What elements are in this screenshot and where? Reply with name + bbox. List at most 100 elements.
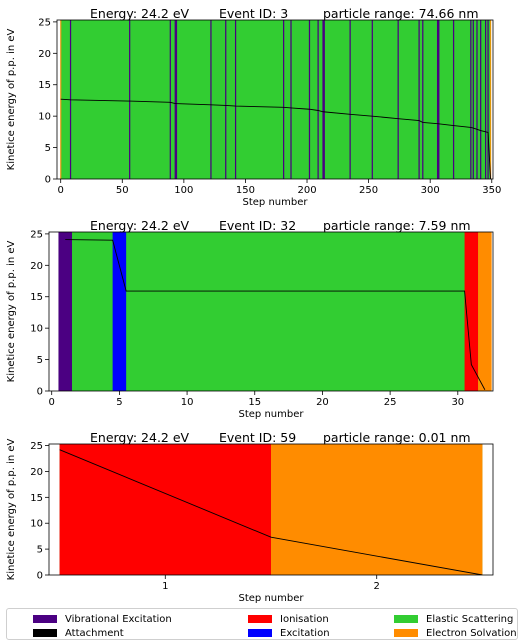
bar-vibrational-excitation (418, 20, 420, 179)
chart-panel-1: 0 50 100 150 200 250 300 350 0 5 10 15 20 25 Step numb… (6, 6, 501, 208)
axes-frame (56, 19, 494, 180)
x-tick-label: 300 (421, 185, 440, 196)
bar-vibrational-excitation (234, 20, 237, 179)
bar-vibrational-excitation (476, 20, 478, 179)
x-axis-label: Step number (239, 409, 305, 420)
y-tick-label: 5 (37, 355, 43, 366)
x-tick-label: 0 (49, 397, 55, 408)
legend-label: Attachment (65, 627, 124, 639)
bar-vibrational-excitation (169, 20, 171, 179)
chart-panel-2: 0 5 10 15 20 25 30 0 5 10 15 20 25 Step number Kinetic… (6, 218, 494, 420)
x-tick-label: 15 (248, 397, 261, 408)
y-tick-label: 25 (38, 17, 51, 28)
legend: Vibrational Excitation Ionisation Elasti… (6, 608, 518, 640)
y-tick-label: 10 (38, 112, 51, 123)
x-tick-label: 30 (451, 397, 464, 408)
bar-elastic-scattering (60, 20, 491, 179)
bar-vibrational-excitation (472, 20, 474, 179)
chart-title-part: Energy: 24.2 eV (90, 6, 190, 21)
legend-item-elastic-scattering: Elastic Scattering (394, 612, 513, 626)
chart-title-part: particle range: 7.59 nm (323, 218, 471, 233)
legend-label: Ionisation (280, 613, 329, 625)
legend-swatch-ionisation (248, 615, 272, 623)
bar-electron-solvation (490, 20, 492, 179)
bar-vibrational-excitation (470, 20, 472, 179)
y-tick-label: 15 (30, 493, 43, 504)
bar-vibrational-excitation (371, 20, 373, 179)
bar-vibrational-excitation (436, 20, 440, 179)
bar-vibrational-excitation (129, 20, 131, 179)
y-tick-label: 5 (45, 143, 51, 154)
x-tick-label: 25 (384, 397, 397, 408)
y-tick-label: 20 (30, 467, 43, 478)
y-tick-label: 10 (30, 519, 43, 530)
y-tick-label: 10 (30, 324, 43, 335)
chart-title-part: particle range: 74.66 nm (323, 6, 479, 21)
bar-vibrational-excitation (422, 20, 424, 179)
y-tick-label: 5 (37, 545, 43, 556)
x-axis-label: Step number (243, 197, 309, 208)
bar-vibrational-excitation (484, 20, 487, 179)
legend-item-electron-solvation: Electron Solvation (394, 626, 517, 640)
bar-vibrational-excitation (322, 20, 325, 179)
chart-title-part: Energy: 24.2 eV (90, 430, 190, 445)
chart-title-part: Event ID: 3 (219, 6, 288, 21)
x-tick-label: 50 (116, 185, 129, 196)
y-tick-label: 15 (38, 80, 51, 91)
plot-area (59, 444, 483, 575)
energy-line (60, 98, 491, 179)
y-tick-label: 15 (30, 292, 43, 303)
x-tick-label: 200 (297, 185, 316, 196)
x-tick-label: 5 (116, 397, 122, 408)
y-axis-label: Kinetice energy of p.p. in eV (6, 28, 17, 170)
bar-ionisation (59, 444, 272, 575)
x-tick-label: 1 (162, 581, 168, 592)
chart-title-part: Energy: 24.2 eV (90, 218, 190, 233)
y-tick-label: 20 (30, 261, 43, 272)
x-tick-label: 0 (58, 185, 64, 196)
axes-frame (48, 443, 494, 576)
bar-vibrational-excitation (480, 20, 482, 179)
bar-vibrational-excitation (317, 20, 319, 179)
x-tick-label: 350 (482, 185, 501, 196)
plot-area (60, 20, 492, 179)
legend-swatch-elastic-scattering (394, 615, 418, 623)
bar-elastic-scattering (58, 232, 485, 391)
energy-line (65, 239, 486, 390)
y-tick-label: 20 (38, 49, 51, 60)
bar-vibrational-excitation (452, 20, 455, 179)
chart-title-part: particle range: 0.01 nm (323, 430, 471, 445)
legend-item-vibrational-excitation: Vibrational Excitation (33, 612, 172, 626)
bar-excitation (112, 232, 127, 391)
x-tick-label: 10 (181, 397, 194, 408)
bar-vibrational-excitation (290, 20, 292, 179)
bar-vibrational-excitation (225, 20, 227, 179)
legend-label: Elastic Scattering (426, 613, 514, 625)
legend-label: Electron Solvation (426, 627, 517, 639)
x-tick-label: 20 (316, 397, 329, 408)
x-tick-label: 100 (174, 185, 193, 196)
plot-area (58, 232, 492, 391)
bar-ionisation (464, 232, 479, 391)
y-tick-label: 0 (45, 175, 51, 186)
legend-swatch-attachment (33, 629, 57, 637)
y-tick-label: 25 (30, 229, 43, 240)
energy-line (59, 449, 483, 575)
bar-vibrational-excitation (58, 232, 73, 391)
y-tick-label: 0 (37, 387, 43, 398)
y-axis-label: Kinetice energy of p.p. in eV (6, 438, 17, 580)
x-tick-label: 250 (359, 185, 378, 196)
bar-vibrational-excitation (487, 20, 489, 179)
y-tick-label: 25 (30, 441, 43, 452)
legend-swatch-electron-solvation (394, 629, 418, 637)
legend-item-excitation: Excitation (248, 626, 330, 640)
chart-title-part: Event ID: 32 (219, 218, 296, 233)
bar-vibrational-excitation (174, 20, 178, 179)
bar-vibrational-excitation (210, 20, 212, 179)
axes-frame (48, 231, 494, 392)
bar-electron-solvation (271, 444, 483, 575)
x-axis-label: Step number (239, 593, 305, 604)
chart-title-part: Event ID: 59 (219, 430, 296, 445)
bar-electron-solvation (478, 232, 492, 391)
